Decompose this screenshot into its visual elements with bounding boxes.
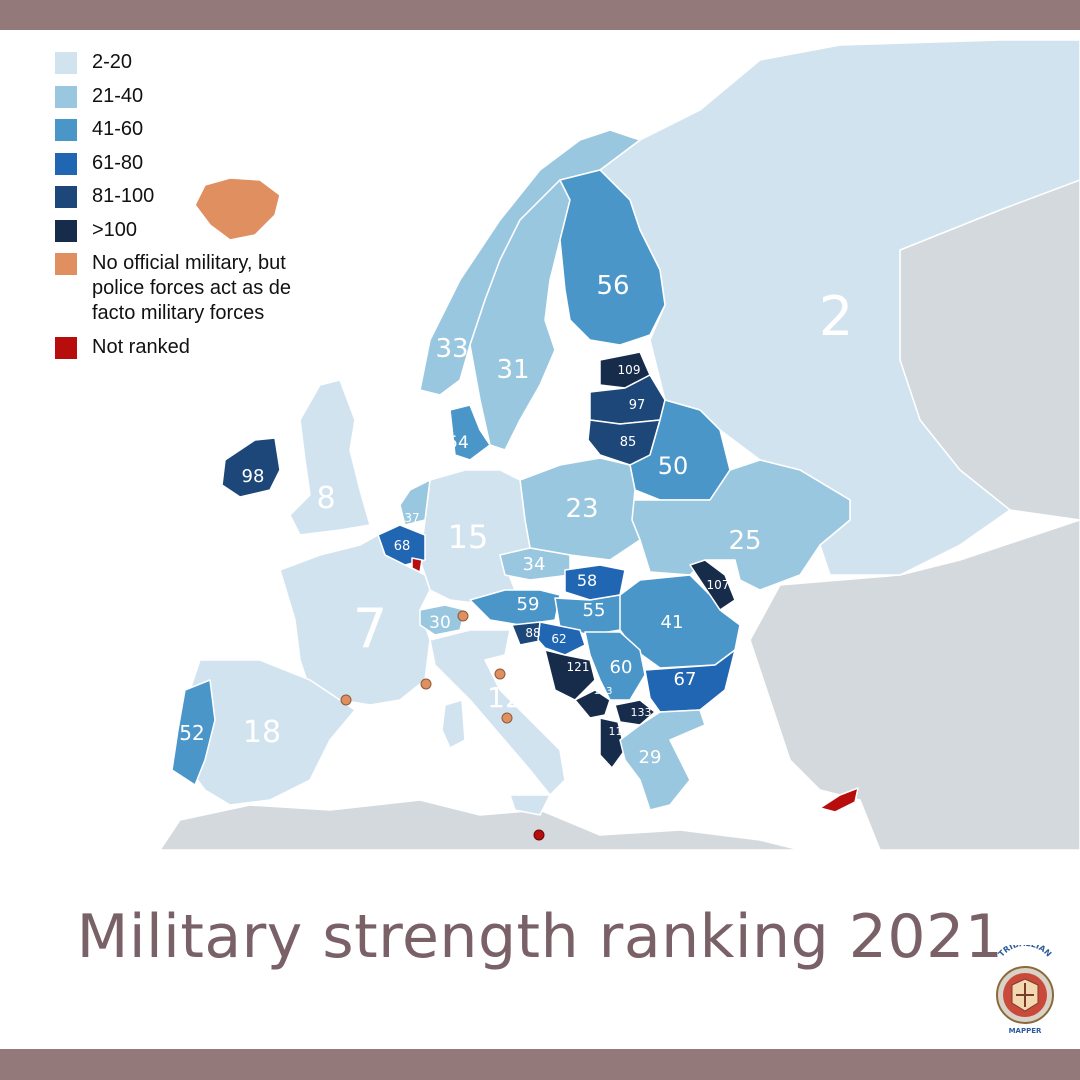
- country-sardinia: [441, 699, 466, 749]
- microstate-san-marino: [494, 668, 506, 680]
- rank-label-belarus: 50: [658, 452, 689, 480]
- legend-label: Not ranked: [92, 336, 190, 358]
- microstate-andorra: [340, 694, 352, 706]
- rank-label-germany: 15: [448, 518, 489, 556]
- rank-label-russia: 2: [819, 285, 853, 348]
- region-north-africa: [159, 799, 801, 850]
- rank-label-greece: 29: [639, 747, 662, 768]
- logo-top-text: TRIBALLIAN: [997, 945, 1053, 959]
- rank-label-poland: 23: [565, 494, 598, 524]
- country-iceland: [194, 177, 281, 241]
- rank-label-switzerland: 30: [429, 613, 451, 633]
- rank-label-hungary: 55: [583, 600, 606, 621]
- rank-label-austria: 59: [517, 594, 540, 615]
- country-cyprus: [819, 787, 859, 813]
- page-title: Military strength ranking 2021: [76, 902, 1004, 972]
- country-bulgaria: [644, 649, 736, 713]
- legend-item-not-ranked: Not ranked: [55, 335, 325, 369]
- microstate-monaco: [420, 678, 432, 690]
- legend-label: 61-80: [92, 151, 144, 174]
- legend-item-21-40: 21-40: [55, 84, 325, 118]
- country-montenegro: [574, 689, 611, 719]
- rank-label-latvia: 97: [629, 398, 646, 413]
- legend-item-61-80: 61-80: [55, 151, 325, 185]
- top-band: [0, 0, 1080, 30]
- country-ireland: [221, 437, 281, 498]
- rank-label-north-macedonia: 133: [631, 706, 652, 719]
- logo-bottom-text: MAPPER: [1009, 1027, 1042, 1035]
- country-italy: [429, 629, 566, 796]
- country-uk: [289, 379, 371, 536]
- rank-label-norway: 33: [435, 334, 468, 364]
- legend-item-41-60: 41-60: [55, 117, 325, 151]
- microstate-liechtenstein: [457, 610, 469, 622]
- legend-swatch: [55, 52, 77, 74]
- rank-label-belgium: 68: [394, 539, 411, 554]
- rank-label-ireland: 98: [242, 466, 265, 487]
- country-denmark: [449, 404, 491, 461]
- rank-label-serbia: 60: [610, 657, 633, 678]
- rank-label-italy: 12: [487, 681, 523, 714]
- country-bosnia: [544, 649, 596, 701]
- rank-label-bosnia: 121: [567, 660, 590, 674]
- rank-label-moldova: 107: [707, 578, 730, 592]
- legend-swatch: [55, 85, 77, 108]
- rank-label-czech: 34: [523, 554, 546, 575]
- legend-item-over-100: >100: [55, 218, 325, 252]
- country-russia: [599, 39, 1080, 576]
- legend-swatch: [55, 253, 77, 275]
- country-netherlands: [399, 479, 431, 526]
- svg-text:TRIBALLIAN: TRIBALLIAN: [997, 945, 1053, 959]
- legend: 2-20 21-40 41-60 61-80 81-100 >100 No of…: [55, 50, 325, 369]
- triballian-mapper-logo: TRIBALLIAN MAPPER: [996, 945, 1054, 1035]
- rank-label-albania: 113: [609, 725, 630, 738]
- rank-label-spain: 18: [243, 715, 281, 750]
- rank-label-denmark: 54: [447, 433, 469, 453]
- rank-label-bulgaria: 67: [674, 669, 697, 690]
- country-north-macedonia: [614, 699, 656, 726]
- microstate-malta: [533, 829, 545, 841]
- country-sweden: [469, 179, 571, 451]
- legend-swatch: [55, 152, 77, 175]
- rank-label-france: 7: [353, 597, 387, 660]
- country-ukraine: [629, 459, 851, 591]
- country-serbia: [584, 631, 646, 701]
- legend-swatch: [55, 186, 77, 208]
- rank-label-portugal: 52: [179, 721, 204, 745]
- rank-label-slovakia: 58: [577, 571, 597, 590]
- rank-label-romania: 41: [661, 612, 684, 633]
- legend-swatch: [55, 119, 77, 141]
- rank-label-croatia: 62: [551, 632, 566, 646]
- rank-label-slovenia: 88: [525, 626, 540, 640]
- country-greece: [619, 709, 706, 811]
- legend-item-2-20: 2-20: [55, 50, 325, 84]
- rank-label-finland: 56: [596, 271, 629, 301]
- rank-label-uk: 8: [316, 481, 335, 516]
- microstate-vatican: [501, 712, 513, 724]
- country-albania: [599, 717, 626, 769]
- rank-label-lithuania: 85: [620, 435, 637, 450]
- rank-label-ukraine: 25: [728, 526, 761, 556]
- legend-swatch: [55, 337, 77, 359]
- country-finland: [559, 169, 666, 346]
- legend-label: 2-20: [92, 51, 133, 73]
- legend-label: 41-60: [92, 118, 144, 140]
- country-sicily: [509, 794, 551, 816]
- region-asia-middle-east: [749, 519, 1080, 850]
- legend-label: 21-40: [92, 84, 144, 107]
- legend-label: 81-100: [92, 185, 155, 207]
- country-portugal: [171, 679, 216, 786]
- legend-label: >100: [92, 218, 138, 241]
- legend-item-81-100: 81-100: [55, 184, 325, 218]
- legend-swatch: [55, 219, 77, 242]
- bottom-band: [0, 1049, 1080, 1080]
- rank-label-sweden: 31: [496, 355, 529, 385]
- rank-label-estonia: 109: [618, 363, 641, 377]
- rank-label-netherlands: 37: [404, 511, 419, 525]
- legend-item-no-military: No official military, but police forces …: [55, 251, 325, 335]
- europe-map: 2 8 7 15 12 18 23 25 29 30 31 33 34 37 4…: [159, 39, 1080, 850]
- legend-label: No official military, but police forces …: [92, 252, 291, 324]
- rank-label-montenegro: 123: [593, 686, 612, 697]
- country-switzerland: [419, 604, 466, 636]
